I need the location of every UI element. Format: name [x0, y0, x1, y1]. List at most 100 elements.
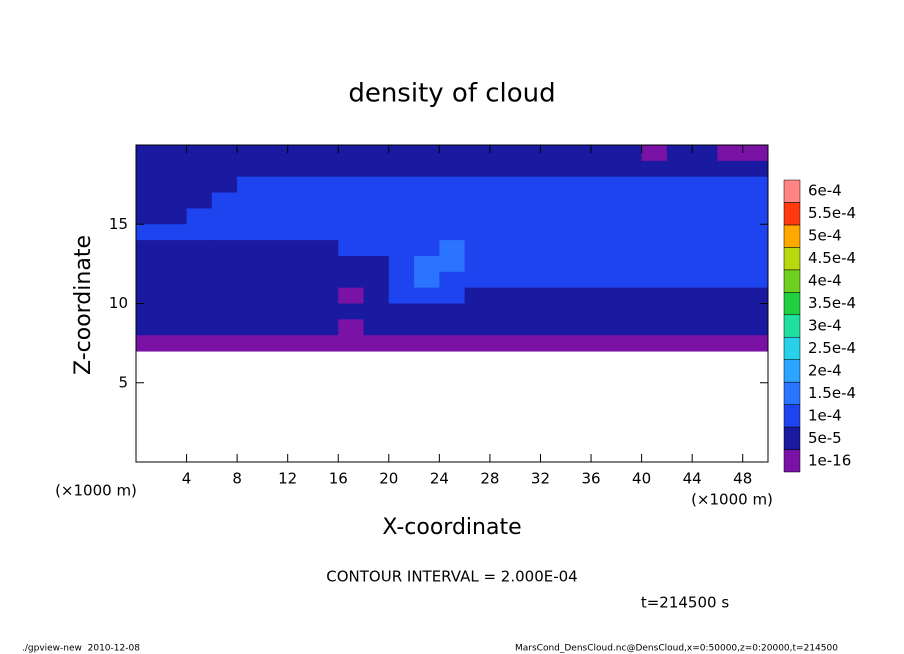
cell	[489, 303, 516, 320]
cell	[666, 176, 693, 194]
cell	[540, 303, 567, 320]
cell	[211, 208, 238, 225]
cell	[388, 335, 415, 352]
cell	[136, 192, 162, 209]
cell	[161, 287, 188, 304]
cell	[439, 145, 466, 162]
cell	[717, 319, 744, 336]
colorbar-label: 5e-4	[808, 227, 842, 245]
cell	[287, 335, 314, 352]
cell	[692, 224, 718, 241]
cell	[414, 160, 440, 178]
cell	[591, 255, 617, 273]
cell	[692, 176, 718, 194]
cell	[287, 287, 314, 304]
cell	[565, 160, 592, 178]
cell	[338, 240, 365, 257]
cell	[237, 335, 263, 352]
cell	[136, 335, 162, 352]
cell	[439, 303, 466, 320]
cell	[641, 319, 668, 336]
cell	[211, 145, 238, 162]
cell	[388, 255, 415, 273]
cell	[489, 271, 516, 289]
cell	[262, 287, 289, 304]
cell	[414, 287, 440, 304]
cell	[414, 271, 440, 289]
cell	[591, 176, 617, 194]
cell	[641, 145, 668, 162]
cell	[717, 145, 744, 162]
cell	[262, 240, 289, 257]
cell	[616, 160, 643, 178]
cell	[161, 255, 188, 273]
cell	[616, 271, 643, 289]
footer: ./gpview-new 2010-12-08	[22, 644, 140, 654]
cell	[464, 208, 491, 225]
cell	[287, 176, 314, 194]
cell	[666, 192, 693, 209]
cell	[388, 208, 415, 225]
cell	[489, 319, 516, 336]
colorbar-box	[783, 426, 801, 450]
cell	[692, 335, 718, 352]
cell	[515, 224, 541, 241]
cell	[742, 319, 769, 336]
colorbar-box	[783, 381, 801, 405]
cell	[161, 176, 188, 194]
cell	[666, 224, 693, 241]
cell	[591, 208, 617, 225]
cell	[641, 335, 668, 352]
colorbar-box	[783, 336, 801, 360]
cell	[363, 160, 390, 178]
cell	[262, 192, 289, 209]
cell	[616, 319, 643, 336]
cell	[161, 208, 188, 225]
cell	[388, 160, 415, 178]
cell	[641, 208, 668, 225]
cell	[262, 160, 289, 178]
cell	[237, 303, 263, 320]
x-tick-label: 40	[632, 470, 651, 488]
colorbar-box	[783, 224, 801, 248]
colorbar-box	[783, 269, 801, 293]
colorbar-label: 2.5e-4	[808, 339, 856, 357]
cell	[489, 240, 516, 257]
annotation: t=214500 s	[641, 594, 729, 612]
cell	[540, 192, 567, 209]
cell	[692, 287, 718, 304]
colorbar-box	[783, 179, 801, 203]
cell	[565, 303, 592, 320]
colorbar-label: 1e-16	[808, 451, 851, 469]
cell	[262, 224, 289, 241]
cell	[237, 271, 263, 289]
x-tick-label: 4	[182, 470, 192, 488]
cell	[616, 176, 643, 194]
cell	[666, 319, 693, 336]
cell	[565, 271, 592, 289]
cell	[338, 335, 365, 352]
cell	[464, 303, 491, 320]
cell	[616, 335, 643, 352]
cell	[540, 335, 567, 352]
cell	[742, 176, 769, 194]
cell	[211, 176, 238, 194]
cell	[161, 303, 188, 320]
x-tick-label: 20	[379, 470, 398, 488]
cell	[717, 335, 744, 352]
cell	[742, 224, 769, 241]
cell	[363, 271, 390, 289]
cell	[312, 287, 339, 304]
cell	[439, 160, 466, 178]
cell	[742, 208, 769, 225]
cell	[616, 192, 643, 209]
x-tick-label: 12	[278, 470, 297, 488]
cell	[565, 192, 592, 209]
cell	[591, 160, 617, 178]
cell	[338, 224, 365, 241]
cell	[363, 145, 390, 162]
cell	[591, 145, 617, 162]
cell	[565, 287, 592, 304]
cell	[287, 145, 314, 162]
cell	[262, 255, 289, 273]
